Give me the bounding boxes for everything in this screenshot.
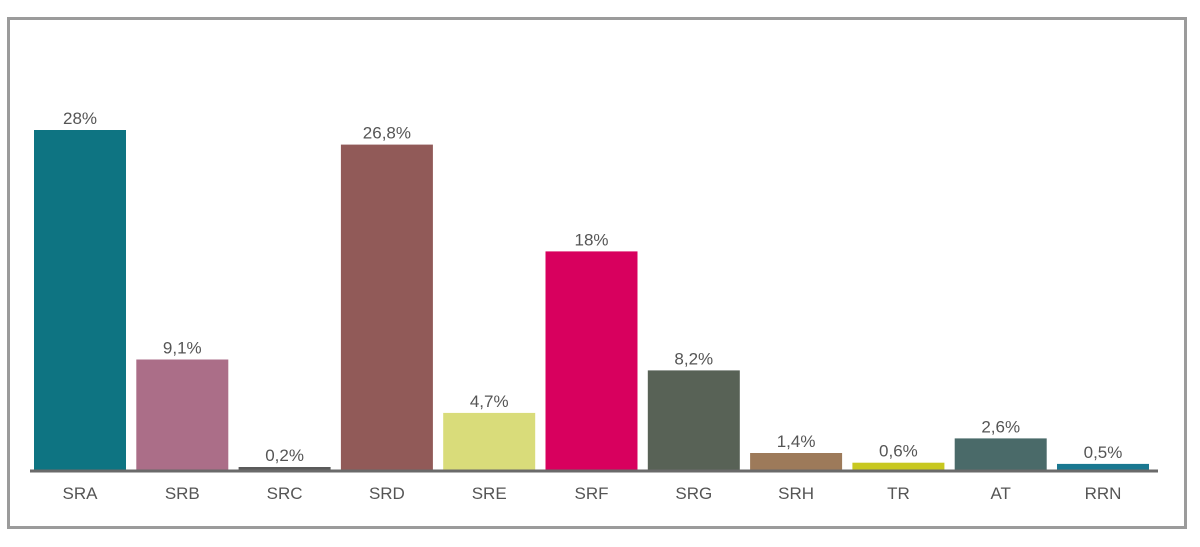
value-label-tr: 0,6%: [879, 442, 918, 461]
category-label-srg: SRG: [675, 484, 712, 503]
value-label-src: 0,2%: [265, 446, 304, 465]
category-label-srf: SRF: [575, 484, 609, 503]
bar-src: [238, 467, 331, 470]
value-label-srg: 8,2%: [674, 349, 713, 368]
bars-group: [34, 130, 1149, 470]
value-label-at: 2,6%: [981, 417, 1020, 436]
category-labels-group: SRA SRB SRC SRD SRE SRF SRG SRH TR AT RRN: [63, 484, 1122, 503]
category-label-srb: SRB: [165, 484, 200, 503]
category-label-sra: SRA: [63, 484, 99, 503]
value-label-srd: 26,8%: [363, 124, 411, 143]
value-label-rrn: 0,5%: [1084, 443, 1123, 462]
bar-srf: [545, 251, 638, 470]
value-label-srh: 1,4%: [777, 432, 816, 451]
value-label-sra: 28%: [63, 109, 97, 128]
category-label-srd: SRD: [369, 484, 405, 503]
bar-srb: [136, 359, 229, 470]
value-labels-group: 28% 9,1% 0,2% 26,8% 4,7% 18% 8,2% 1,4% 0,6% 2,6% 0…: [63, 109, 1122, 465]
bar-rrn: [1057, 463, 1149, 470]
value-label-srb: 9,1%: [163, 339, 202, 358]
value-label-sre: 4,7%: [470, 392, 509, 411]
bar-at: [954, 438, 1047, 470]
category-label-srh: SRH: [778, 484, 814, 503]
bar-srd: [340, 144, 433, 470]
bar-srh: [750, 453, 843, 470]
category-label-src: SRC: [267, 484, 303, 503]
category-label-sre: SRE: [472, 484, 507, 503]
bar-tr: [852, 462, 945, 470]
category-label-at: AT: [990, 484, 1010, 503]
bar-sre: [443, 412, 536, 470]
bar-sra: [34, 130, 126, 470]
bar-srg: [647, 370, 740, 470]
category-label-rrn: RRN: [1085, 484, 1122, 503]
category-label-tr: TR: [887, 484, 910, 503]
value-label-srf: 18%: [574, 230, 608, 249]
